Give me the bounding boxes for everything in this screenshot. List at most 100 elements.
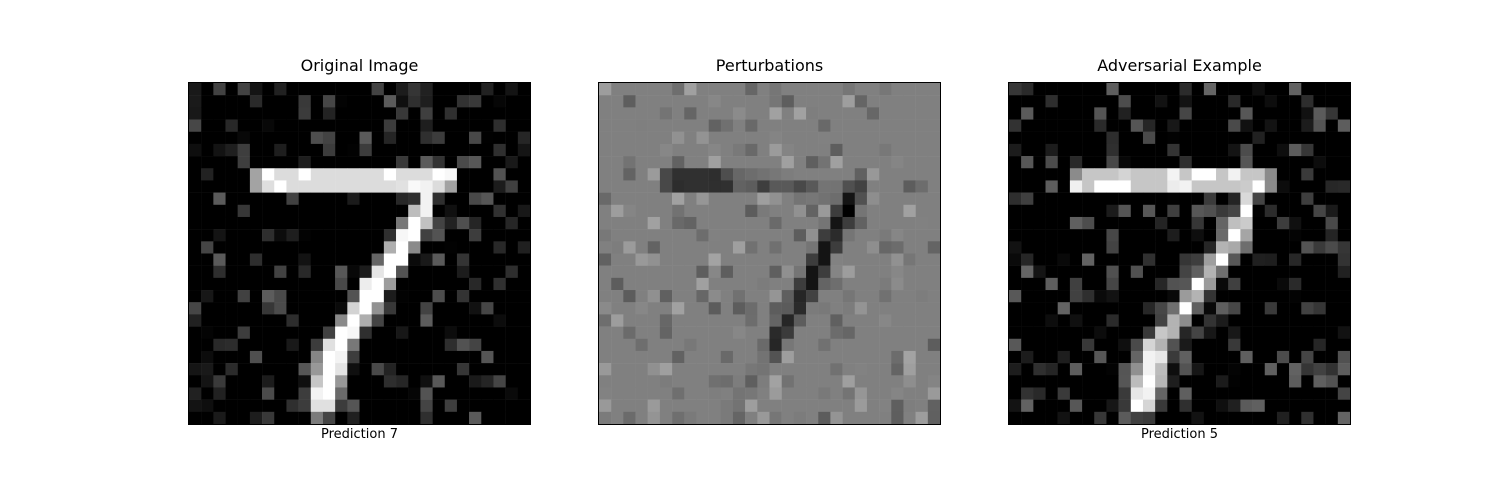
pixel-cell: [189, 326, 202, 339]
pixel-cell: [842, 265, 855, 279]
pixel-cell: [818, 216, 831, 230]
pixel-cell: [781, 375, 795, 388]
pixel-cell: [1130, 302, 1144, 315]
pixel-cell: [1289, 192, 1302, 206]
pixel-cell: [432, 290, 445, 303]
pixel-cell: [879, 229, 892, 242]
pixel-cell: [408, 107, 421, 120]
pixel-cell: [745, 277, 758, 291]
pixel-cell: [189, 143, 202, 157]
pixel-cell: [1216, 277, 1229, 291]
pixel-cell: [1252, 363, 1265, 376]
pixel-cell: [672, 107, 685, 120]
pixel-cell: [1057, 277, 1071, 291]
pixel-cell: [781, 363, 795, 376]
pixel-cell: [237, 216, 251, 230]
pixel-cell: [732, 326, 746, 339]
pixel-cell: [903, 119, 916, 132]
pixel-cell: [1301, 265, 1314, 279]
pixel-cell: [1045, 119, 1058, 132]
pixel-cell: [298, 350, 312, 364]
pixel-cell: [1082, 302, 1095, 315]
pixel-cell: [1203, 180, 1217, 193]
pixel-cell: [456, 180, 470, 193]
pixel-cell: [335, 180, 348, 193]
pixel-cell: [647, 107, 661, 120]
pixel-cell: [1276, 95, 1290, 108]
pixel-cell: [1216, 302, 1229, 315]
pixel-cell: [1325, 350, 1339, 364]
pixel-cell: [842, 253, 855, 266]
pixel-cell: [720, 326, 734, 339]
pixel-cell: [611, 387, 624, 400]
pixel-cell: [371, 119, 385, 132]
pixel-cell: [371, 338, 385, 352]
pixel-cell: [1179, 411, 1192, 424]
pixel-cell: [1130, 107, 1144, 120]
pixel-cell: [1228, 241, 1241, 254]
pixel-cell: [647, 265, 661, 279]
pixel-cell: [505, 192, 519, 206]
pixel-cell: [1325, 326, 1339, 339]
pixel-cell: [189, 216, 202, 230]
pixel-cell: [818, 290, 831, 303]
pixel-cell: [879, 363, 892, 376]
pixel-cell: [1313, 375, 1326, 388]
pixel-cell: [456, 302, 470, 315]
pixel-cell: [672, 387, 685, 400]
pixel-cell: [623, 95, 636, 108]
pixel-cell: [286, 363, 299, 376]
pixel-cell: [708, 180, 722, 193]
pixel-cell: [1009, 265, 1022, 279]
pixel-cell: [444, 216, 458, 230]
pixel-cell: [1021, 156, 1034, 169]
pixel-cell: [745, 95, 758, 108]
pixel-cell: [1179, 83, 1192, 96]
pixel-cell: [1045, 411, 1058, 424]
pixel-cell: [696, 216, 709, 230]
pixel-cell: [1069, 265, 1083, 279]
pixel-cell: [696, 253, 709, 266]
pixel-cell: [1045, 302, 1058, 315]
pixel-cell: [505, 107, 519, 120]
pixel-cell: [1118, 143, 1132, 157]
pixel-cell: [659, 229, 673, 242]
pixel-cell: [623, 338, 636, 352]
pixel-cell: [696, 131, 709, 145]
pixel-cell: [201, 216, 214, 230]
pixel-cell: [879, 265, 892, 279]
pixel-cell: [1057, 95, 1071, 108]
pixel-cell: [611, 302, 624, 315]
pixel-cell: [1228, 83, 1241, 96]
pixel-cell: [684, 253, 697, 266]
pixel-cell: [371, 399, 385, 413]
pixel-cell: [696, 350, 709, 364]
pixel-cell: [866, 180, 880, 193]
pixel-cell: [1118, 314, 1132, 327]
pixel-cell: [647, 229, 661, 242]
pixel-cell: [696, 338, 709, 352]
pixel-cell: [249, 204, 263, 218]
pixel-cell: [1057, 265, 1071, 279]
pixel-cell: [469, 411, 482, 424]
pixel-cell: [1082, 241, 1095, 254]
pixel-cell: [408, 399, 421, 413]
pixel-cell: [1033, 350, 1046, 364]
pixel-cell: [1325, 399, 1339, 413]
pixel-cell: [1167, 156, 1180, 169]
pixel-cell: [335, 156, 348, 169]
pixel-cell: [371, 216, 385, 230]
pixel-cell: [830, 107, 843, 120]
pixel-cell: [854, 216, 868, 230]
pixel-cell: [1337, 265, 1350, 279]
pixel-cell: [830, 363, 843, 376]
pixel-cell: [720, 192, 734, 206]
pixel-cell: [469, 119, 482, 132]
pixel-cell: [915, 314, 929, 327]
pixel-cell: [1118, 131, 1132, 145]
pixel-cell: [1155, 411, 1168, 424]
pixel-cell: [1313, 143, 1326, 157]
pixel-cell: [927, 241, 940, 254]
pixel-cell: [1106, 168, 1119, 181]
pixel-cell: [1337, 156, 1350, 169]
